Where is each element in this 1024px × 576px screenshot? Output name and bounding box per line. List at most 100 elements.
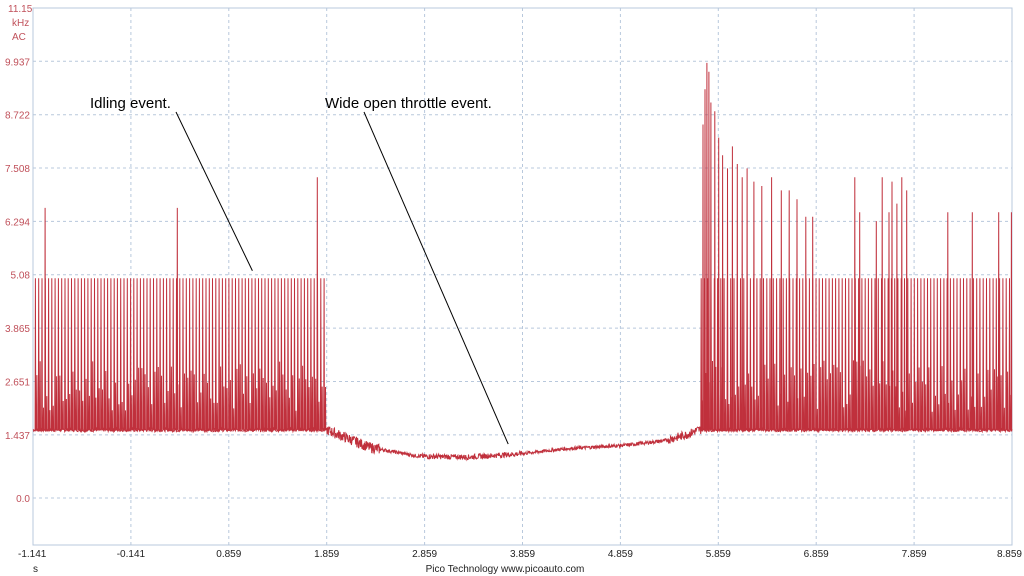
- trace-spike: [893, 278, 897, 430]
- trace-spike: [41, 278, 45, 430]
- trace-spike: [34, 278, 38, 430]
- trace-spike: [923, 278, 927, 430]
- y-axis-max-label: 11.15: [8, 4, 33, 15]
- trace-spike: [224, 278, 228, 430]
- trace-spike: [169, 278, 173, 430]
- x-axis-ticks: -1.141 -0.141 0.859 1.859 2.859 3.859 4.859 5.8…: [18, 549, 1022, 560]
- trace-peak: [176, 207, 179, 430]
- trace-spike: [765, 278, 769, 430]
- trace-spike: [247, 278, 251, 430]
- trace-peak: [741, 177, 743, 430]
- x-axis-unit-label: s: [33, 564, 38, 575]
- trace-spike: [936, 278, 940, 430]
- trace-peak: [858, 212, 861, 430]
- trace-spike: [877, 278, 881, 430]
- trace-spike: [933, 278, 937, 430]
- trace-spike: [306, 278, 310, 430]
- trace-spike: [185, 278, 189, 430]
- y-tick-label: 3.865: [5, 324, 30, 335]
- trace-spike: [149, 278, 153, 430]
- trace-spike: [283, 278, 287, 430]
- x-tick-label: -1.141: [18, 549, 47, 560]
- trace-spike: [962, 278, 966, 430]
- trace-peak: [891, 181, 893, 430]
- trace-spike: [998, 278, 1002, 430]
- trace-spike: [870, 278, 874, 430]
- trace-peak: [717, 137, 720, 430]
- trace-spike: [116, 278, 120, 430]
- trace-spike: [723, 278, 727, 430]
- trace-spike: [119, 278, 123, 430]
- trace-spike: [287, 278, 291, 430]
- trace-spike: [995, 278, 999, 430]
- trace-spike: [64, 278, 68, 430]
- trace-spike: [785, 278, 789, 430]
- trace-spike: [956, 278, 960, 430]
- x-tick-label: 7.859: [902, 549, 927, 560]
- trace-spike: [201, 278, 205, 430]
- trace-spike: [844, 278, 848, 430]
- wot-pointer-line: [363, 111, 509, 445]
- trace-peak: [714, 111, 716, 430]
- trace-spike: [756, 278, 760, 430]
- trace-spike: [300, 278, 304, 430]
- trace-peak: [44, 207, 46, 430]
- x-tick-label: 1.859: [314, 549, 339, 560]
- waveform-trace: [32, 62, 1013, 462]
- trace-spike: [136, 278, 140, 430]
- trace-spike: [267, 278, 271, 430]
- trace-peak: [704, 89, 706, 430]
- trace-spike: [208, 278, 212, 430]
- trace-spike: [57, 278, 61, 430]
- trace-spike: [310, 278, 314, 430]
- y-tick-label: 9.937: [5, 57, 30, 68]
- trace-peak: [971, 212, 973, 430]
- trace-spike: [985, 278, 989, 430]
- trace-peak: [316, 177, 319, 430]
- trace-peak: [888, 212, 890, 430]
- trace-spike: [77, 278, 81, 430]
- y-tick-label: 6.294: [5, 217, 30, 228]
- trace-spike: [113, 278, 117, 430]
- trace-spike: [290, 278, 294, 430]
- trace-peak: [726, 168, 729, 430]
- trace-peak: [788, 190, 790, 430]
- trace-spike: [205, 278, 209, 430]
- trace-spike: [47, 278, 51, 430]
- trace-spike: [251, 278, 255, 430]
- trace-spike: [221, 278, 225, 430]
- trace-spike: [972, 278, 976, 430]
- y-axis-ticks: 9.937 8.722 7.508 6.294 5.08 3.865 2.651 1.437 0…: [5, 57, 30, 505]
- idling-annotation: Idling event.: [90, 95, 171, 112]
- x-tick-label: 0.859: [216, 549, 241, 560]
- trace-spike: [851, 278, 855, 430]
- trace-spike: [280, 278, 284, 430]
- trace-spike: [319, 278, 323, 430]
- trace-peak: [896, 203, 898, 430]
- trace-spike: [916, 278, 920, 430]
- trace-spike: [257, 278, 261, 430]
- trace-spike: [211, 278, 215, 430]
- trace-spike: [188, 278, 192, 430]
- trace-spike: [792, 278, 796, 430]
- trace-spike: [1005, 278, 1009, 430]
- trace-spike: [772, 278, 776, 430]
- trace-spike: [54, 278, 58, 430]
- trace-spike: [244, 278, 248, 430]
- trace-spike: [228, 278, 232, 430]
- trace-spike: [103, 278, 107, 430]
- trace-spike: [929, 278, 933, 430]
- trace-spike: [920, 278, 924, 430]
- trace-spike: [939, 278, 943, 430]
- trace-spike: [897, 278, 901, 430]
- x-tick-label: 2.859: [412, 549, 437, 560]
- trace-spike: [165, 278, 169, 430]
- x-tick-label: 6.859: [804, 549, 829, 560]
- trace-peak: [761, 185, 763, 430]
- trace-spike: [949, 278, 953, 430]
- trace-spike: [129, 278, 133, 430]
- trace-peak: [780, 190, 783, 430]
- trace-spike: [254, 278, 258, 430]
- trace-spike: [155, 278, 160, 430]
- trace-spike: [815, 278, 819, 430]
